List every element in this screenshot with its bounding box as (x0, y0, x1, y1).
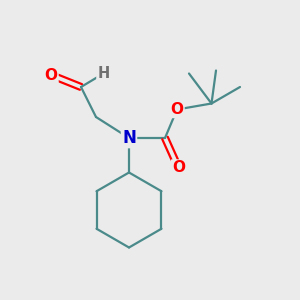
Text: O: O (44, 68, 58, 82)
Text: O: O (172, 160, 185, 175)
Text: H: H (98, 66, 110, 81)
Text: N: N (122, 129, 136, 147)
Text: O: O (170, 102, 184, 117)
